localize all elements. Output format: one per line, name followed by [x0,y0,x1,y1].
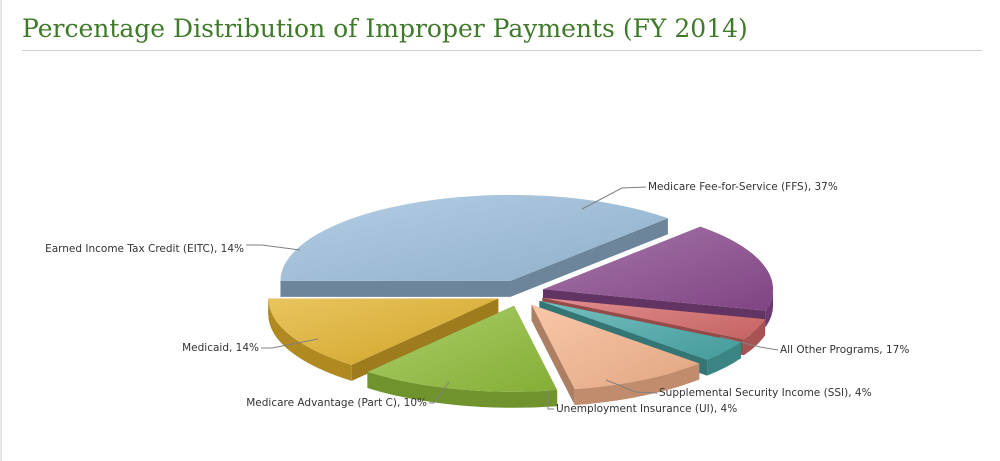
slice-label: Unemployment Insurance (UI), 4% [556,403,737,415]
pie-slice-tops [268,194,774,392]
slice-label: Earned Income Tax Credit (EITC), 14% [45,243,244,255]
title-divider [22,50,982,51]
pie-slice [268,298,499,365]
pie-slice-side [280,218,668,297]
pie-slice [539,300,741,360]
pie-slice [543,226,774,311]
pie-slice [542,297,766,340]
page-title: Percentage Distribution of Improper Paym… [22,14,748,43]
leader-line [581,186,647,210]
leader-line [605,379,658,394]
leader-line [246,244,301,251]
slice-label: Medicaid, 14% [182,342,259,354]
leader-line [719,336,779,351]
leader-line [261,338,319,349]
slice-label: Medicare Fee-for-Service (FFS), 37% [648,181,838,193]
leader-line [547,390,554,410]
left-border [0,0,2,461]
leader-lines [246,186,779,410]
pie-slice [531,304,700,390]
slice-label: Supplemental Security Income (SSI), 4% [659,387,872,399]
slice-label: All Other Programs, 17% [780,344,909,356]
leader-line [429,381,450,404]
pie-slice [367,305,558,392]
slice-label: Medicare Advantage (Part C), 10% [246,397,427,409]
pie-slice [280,194,668,281]
slice-labels: Medicare Fee-for-Service (FFS), 37% All O… [45,181,909,415]
